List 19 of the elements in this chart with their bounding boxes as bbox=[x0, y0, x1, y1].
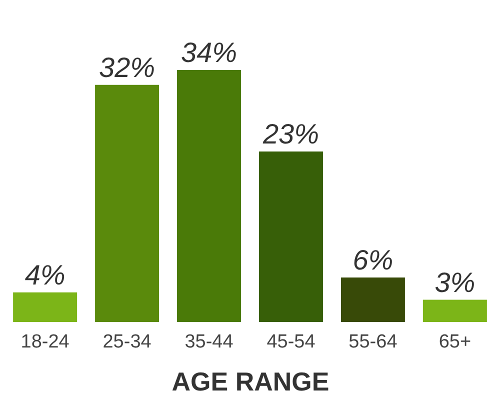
bar bbox=[340, 278, 405, 322]
data-label: 6% bbox=[352, 244, 394, 276]
bar bbox=[177, 70, 242, 322]
x-axis-title: AGE RANGE bbox=[172, 366, 330, 396]
x-tick-label: 25-34 bbox=[102, 332, 152, 352]
x-tick-label: 55-64 bbox=[348, 332, 398, 352]
x-tick-label: 35-44 bbox=[184, 332, 234, 352]
bar bbox=[258, 152, 323, 322]
x-tick-label: 18-24 bbox=[20, 332, 70, 352]
bar bbox=[95, 84, 160, 322]
data-label: 23% bbox=[262, 118, 320, 150]
x-tick-label: 45-54 bbox=[266, 332, 316, 352]
data-label: 32% bbox=[99, 52, 156, 83]
x-tick-label: 65+ bbox=[438, 332, 472, 352]
data-label: 34% bbox=[180, 37, 238, 68]
bar bbox=[13, 292, 78, 322]
data-label: 3% bbox=[434, 266, 476, 298]
data-label: 4% bbox=[24, 259, 66, 290]
bar bbox=[422, 300, 487, 322]
